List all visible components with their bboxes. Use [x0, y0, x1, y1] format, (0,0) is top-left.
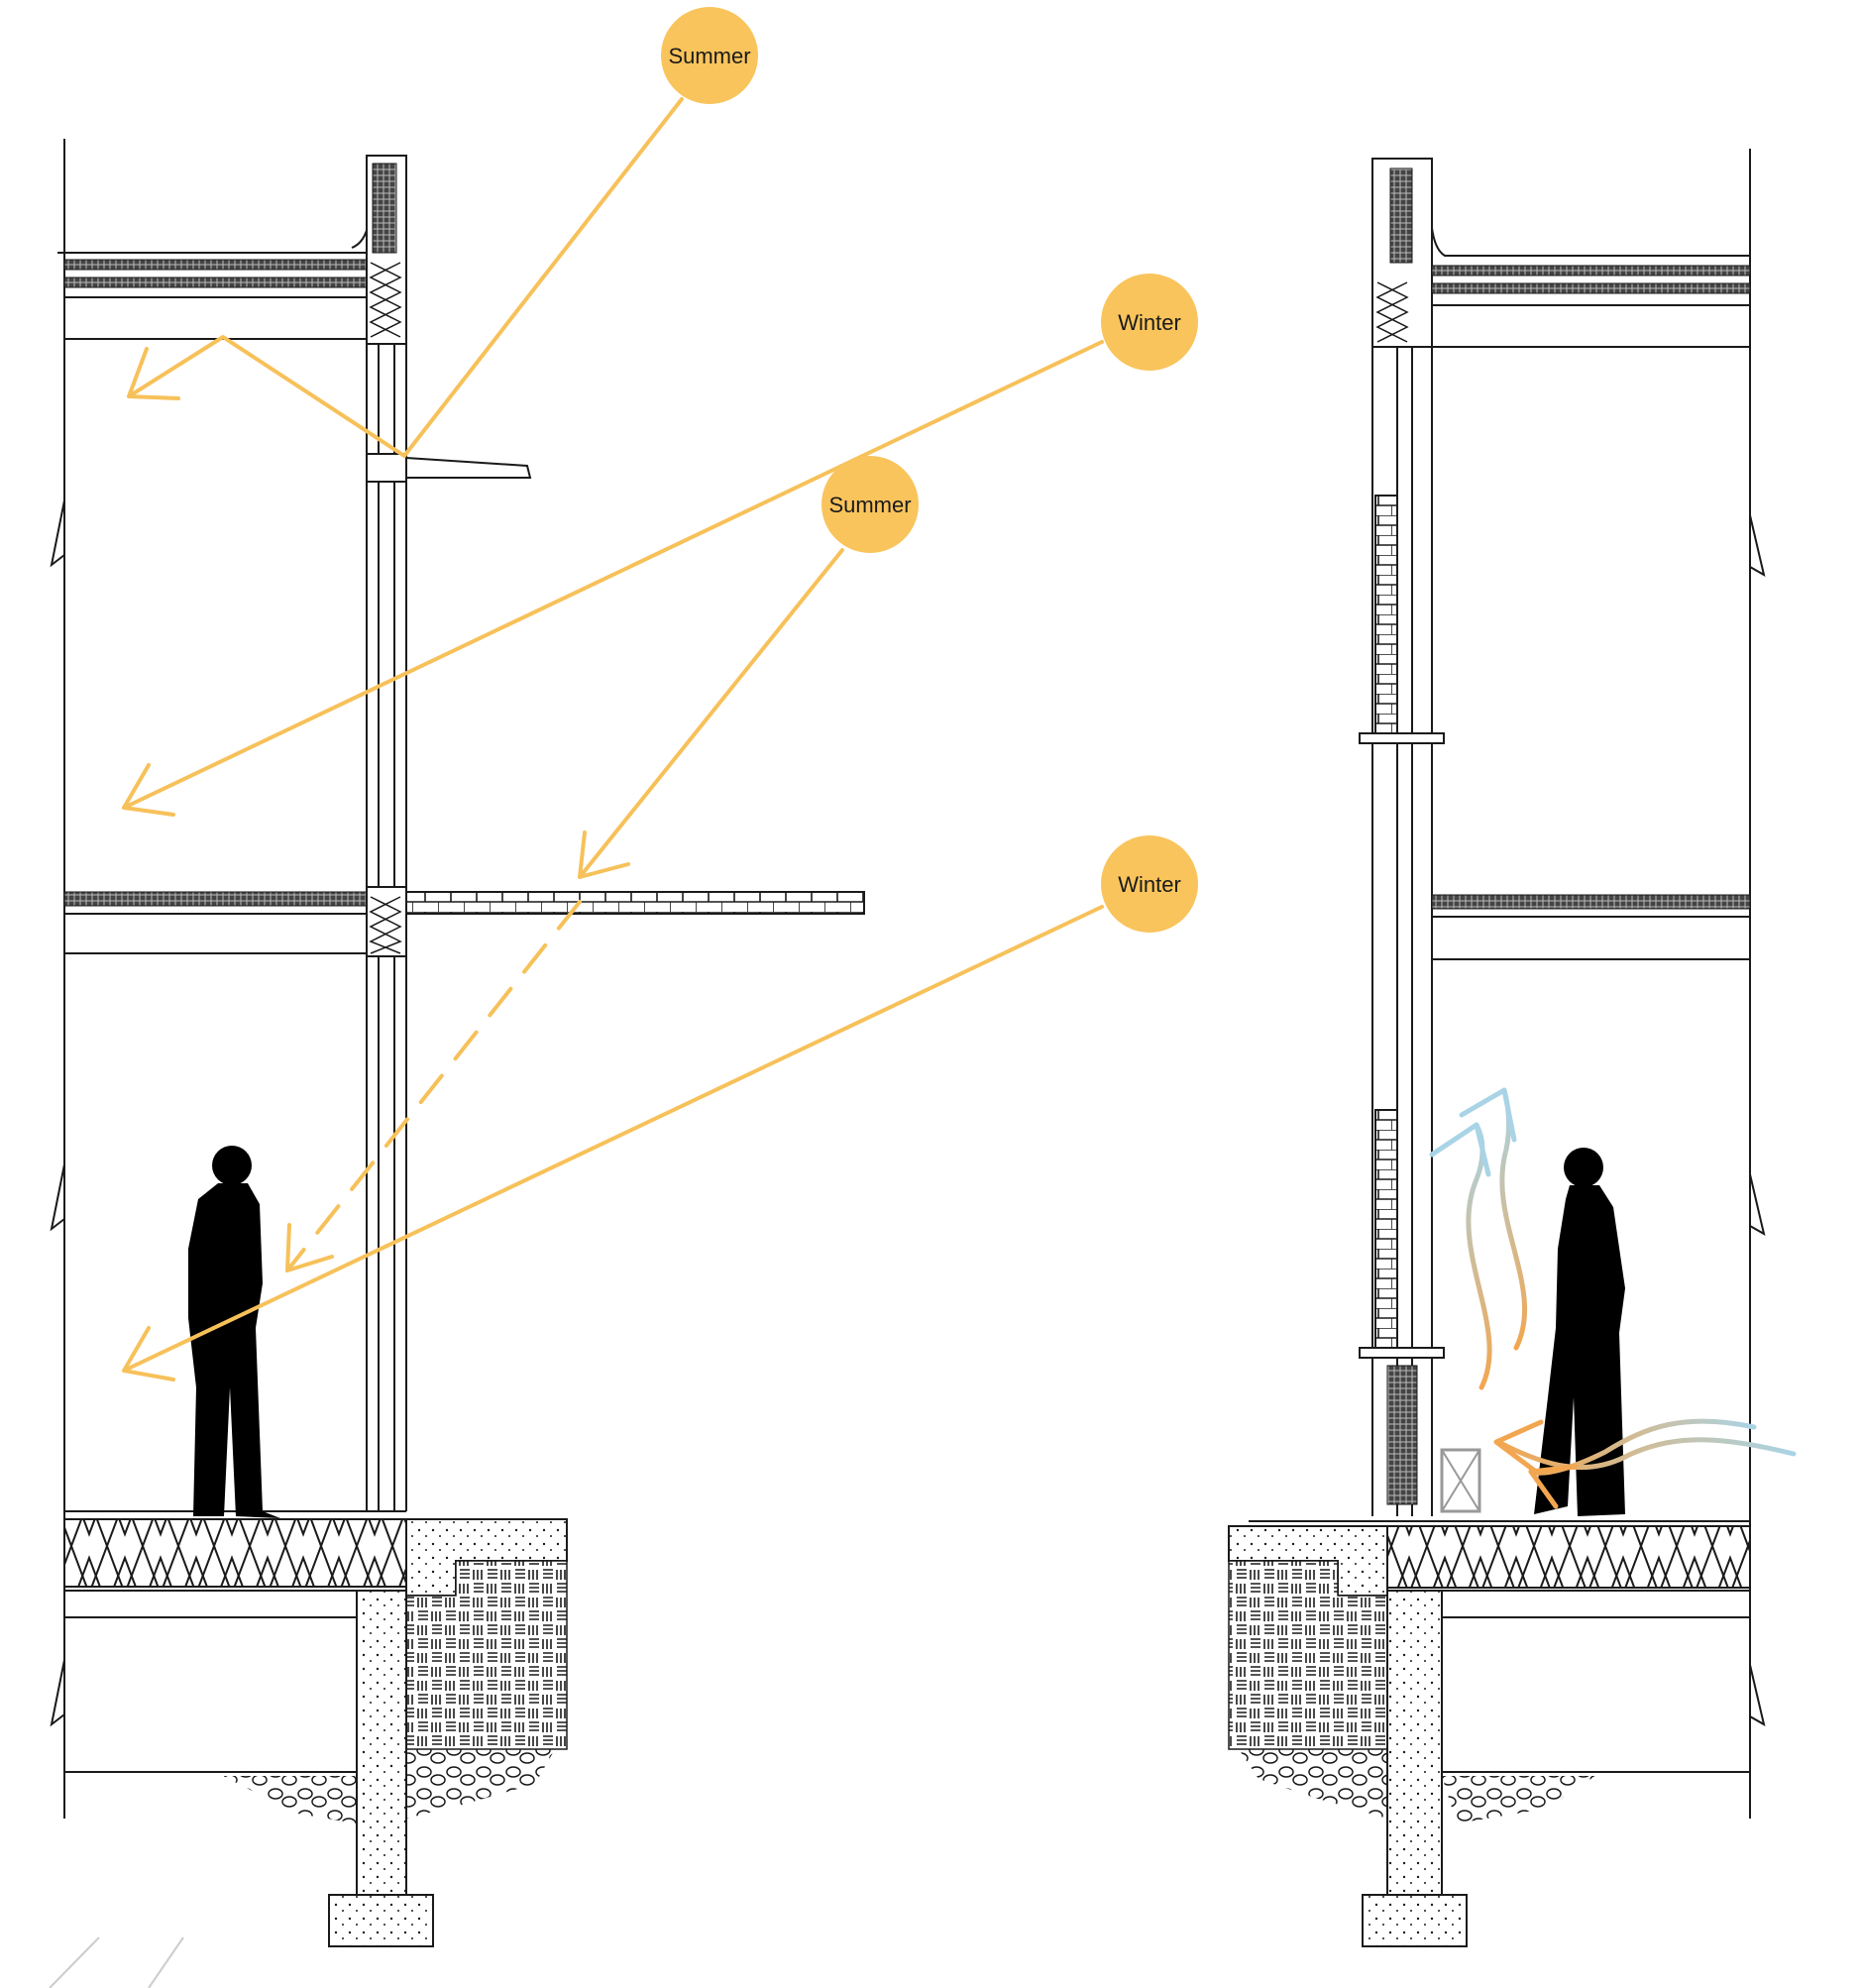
- left-break-marks: [50, 499, 65, 1727]
- sun-summer-lower: Summer: [821, 456, 919, 553]
- sun-summer-upper: Summer: [661, 7, 758, 104]
- summer-upper-ray: [127, 97, 684, 458]
- sun-winter-upper: Winter: [1101, 274, 1198, 371]
- left-ground-floor: [63, 1510, 568, 1947]
- left-middle-floor-slab: [63, 886, 407, 957]
- summer-lower-reflected-arrowhead: [285, 1223, 334, 1272]
- sun-summer-lower-label: Summer: [828, 493, 911, 517]
- sun-summer-lower-circle: [821, 456, 919, 553]
- right-middle-floor-slab: [1431, 894, 1751, 960]
- sun-winter-lower-label: Winter: [1118, 872, 1181, 897]
- left-louver-overhang: [405, 891, 865, 915]
- right-brick-panel-lower: [1374, 1109, 1398, 1349]
- right-break-marks: [1749, 514, 1766, 1727]
- left-upper-floor-slab: [57, 222, 370, 340]
- rising-air-arrowhead-1: [1429, 1122, 1491, 1177]
- right-airflow: [1429, 1087, 1797, 1509]
- sun-winter-upper-label: Winter: [1118, 310, 1181, 335]
- left-upper-wall: [366, 155, 407, 345]
- sun-summer-upper-label: Summer: [668, 44, 750, 68]
- sketch-marks: [49, 1936, 184, 1988]
- sun-winter-lower-circle: [1101, 835, 1198, 933]
- winter-upper-ray: [122, 340, 1104, 810]
- sun-summer-upper-circle: [661, 7, 758, 104]
- right-sill-lower: [1359, 1347, 1445, 1359]
- right-ground-floor: [1228, 1448, 1751, 1947]
- winter-upper-ray-arrowhead: [122, 763, 175, 817]
- right-upper-floor-slab: [1431, 227, 1751, 348]
- left-light-shelf: [366, 453, 532, 483]
- left-sun-rays: [122, 97, 1104, 1381]
- rising-air-arrowhead-2: [1459, 1087, 1517, 1143]
- inflow-arrowhead-2: [1528, 1464, 1579, 1509]
- left-person-silhouette: [188, 1146, 280, 1518]
- summer-lower-ray-reflected: [285, 900, 582, 1272]
- right-brick-panel-upper: [1374, 495, 1398, 734]
- winter-lower-ray: [122, 905, 1104, 1373]
- left-wall-section: Summer Winter Summer Winter: [50, 7, 1198, 1947]
- summer-lower-ray-arrowhead: [578, 830, 630, 879]
- sun-winter-lower: Winter: [1101, 835, 1198, 933]
- inflow-arrowhead-1: [1493, 1419, 1544, 1475]
- summer-upper-ray-arrowhead: [127, 347, 180, 400]
- right-wall-section: [1228, 149, 1797, 1947]
- summer-lower-ray: [578, 548, 844, 879]
- right-vent-grille: [1386, 1365, 1418, 1505]
- right-person-silhouette: [1534, 1148, 1625, 1516]
- sun-winter-upper-circle: [1101, 274, 1198, 371]
- right-wall-column: [1371, 158, 1433, 1516]
- winter-lower-ray-arrowhead: [122, 1326, 175, 1381]
- right-sill-upper: [1359, 732, 1445, 744]
- cool-air-inflow-1: [1495, 1437, 1797, 1471]
